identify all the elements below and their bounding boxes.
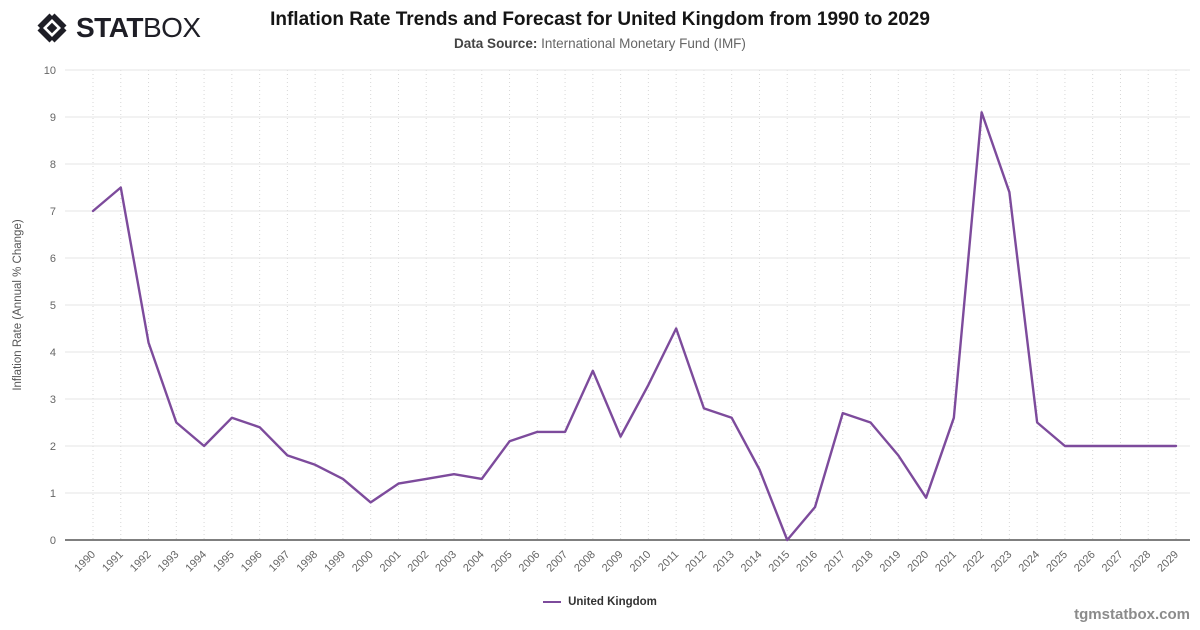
x-tick-label: 1992 (128, 549, 154, 575)
x-tick-label: 2011 (656, 549, 681, 574)
header: Inflation Rate Trends and Forecast for U… (0, 0, 1200, 60)
x-tick-label: 2008 (572, 549, 598, 575)
x-tick-label: 1999 (322, 549, 348, 575)
x-tick-label: 2009 (600, 549, 626, 575)
data-source-value: International Monetary Fund (IMF) (541, 36, 746, 51)
y-tick-label: 0 (50, 535, 56, 547)
x-tick-label: 2002 (406, 549, 432, 575)
statbox-logo-text: STATBOX (76, 10, 201, 46)
y-tick-label: 9 (50, 112, 56, 124)
x-tick-label: 2004 (461, 549, 487, 575)
y-tick-label: 8 (50, 159, 56, 171)
x-tick-label: 2015 (767, 549, 793, 575)
x-tick-label: 2017 (822, 549, 848, 575)
series-line-united-kingdom (91, 111, 1178, 542)
legend-label: United Kingdom (568, 596, 657, 608)
chart-legend: United Kingdom (0, 596, 1200, 608)
statbox-logo-icon (34, 10, 70, 46)
title-block: Inflation Rate Trends and Forecast for U… (0, 0, 1200, 51)
x-tick-label: 2001 (378, 549, 404, 575)
x-tick-label: 2025 (1044, 549, 1070, 575)
x-tick-label: 1997 (267, 549, 293, 575)
y-tick-label: 5 (50, 300, 56, 312)
y-tick-label: 4 (50, 347, 56, 359)
statbox-logo: STATBOX (34, 10, 201, 46)
x-tick-label: 1995 (211, 549, 237, 575)
x-tick-label: 2016 (794, 549, 820, 575)
logo-text-stat: STAT (76, 12, 143, 43)
x-tick-label: 1990 (72, 549, 98, 575)
x-tick-label: 2007 (544, 549, 570, 575)
watermark: tgmstatbox.com (1074, 606, 1190, 623)
x-tick-label: 2012 (683, 549, 709, 575)
y-tick-label: 6 (50, 253, 56, 265)
x-tick-label: 2024 (1016, 549, 1042, 575)
logo-text-box: BOX (142, 12, 201, 43)
legend-swatch-united-kingdom (543, 601, 562, 603)
x-tick-label: 2027 (1100, 549, 1126, 575)
x-tick-label: 2000 (350, 549, 376, 575)
x-tick-label: 2028 (1128, 549, 1154, 575)
x-tick-label: 2023 (989, 549, 1015, 575)
y-tick-label: 2 (50, 441, 56, 453)
x-tick-label: 2019 (878, 549, 904, 575)
y-tick-label: 3 (50, 394, 56, 406)
x-tick-label: 2006 (517, 549, 543, 575)
x-tick-label: 2014 (739, 549, 765, 575)
x-tick-label: 2021 (933, 549, 959, 575)
data-source-subtitle: Data Source: International Monetary Fund… (0, 36, 1200, 51)
x-tick-label: 1991 (100, 549, 126, 575)
legend-item-united-kingdom[interactable]: United Kingdom (543, 596, 657, 608)
x-tick-label: 1996 (239, 549, 265, 575)
y-axis-title: Inflation Rate (Annual % Change) (12, 219, 24, 390)
x-tick-label: 1998 (294, 549, 320, 575)
x-tick-label: 1994 (183, 549, 209, 575)
page-title: Inflation Rate Trends and Forecast for U… (270, 9, 930, 30)
x-tick-label: 2029 (1155, 549, 1181, 575)
x-tick-label: 2020 (905, 549, 931, 575)
x-tick-label: 1993 (156, 549, 182, 575)
x-tick-label: 2018 (850, 549, 876, 575)
x-tick-label: 2013 (711, 549, 737, 575)
y-tick-label: 1 (50, 488, 56, 500)
x-tick-label: 2010 (628, 549, 654, 575)
x-tick-label: 2005 (489, 549, 515, 575)
x-tick-label: 2022 (961, 549, 987, 575)
y-tick-label: 7 (50, 206, 56, 218)
y-tick-label: 10 (44, 65, 56, 77)
data-source-label: Data Source: (454, 36, 538, 51)
x-tick-label: 2003 (433, 549, 459, 575)
x-tick-label: 2026 (1072, 549, 1098, 575)
